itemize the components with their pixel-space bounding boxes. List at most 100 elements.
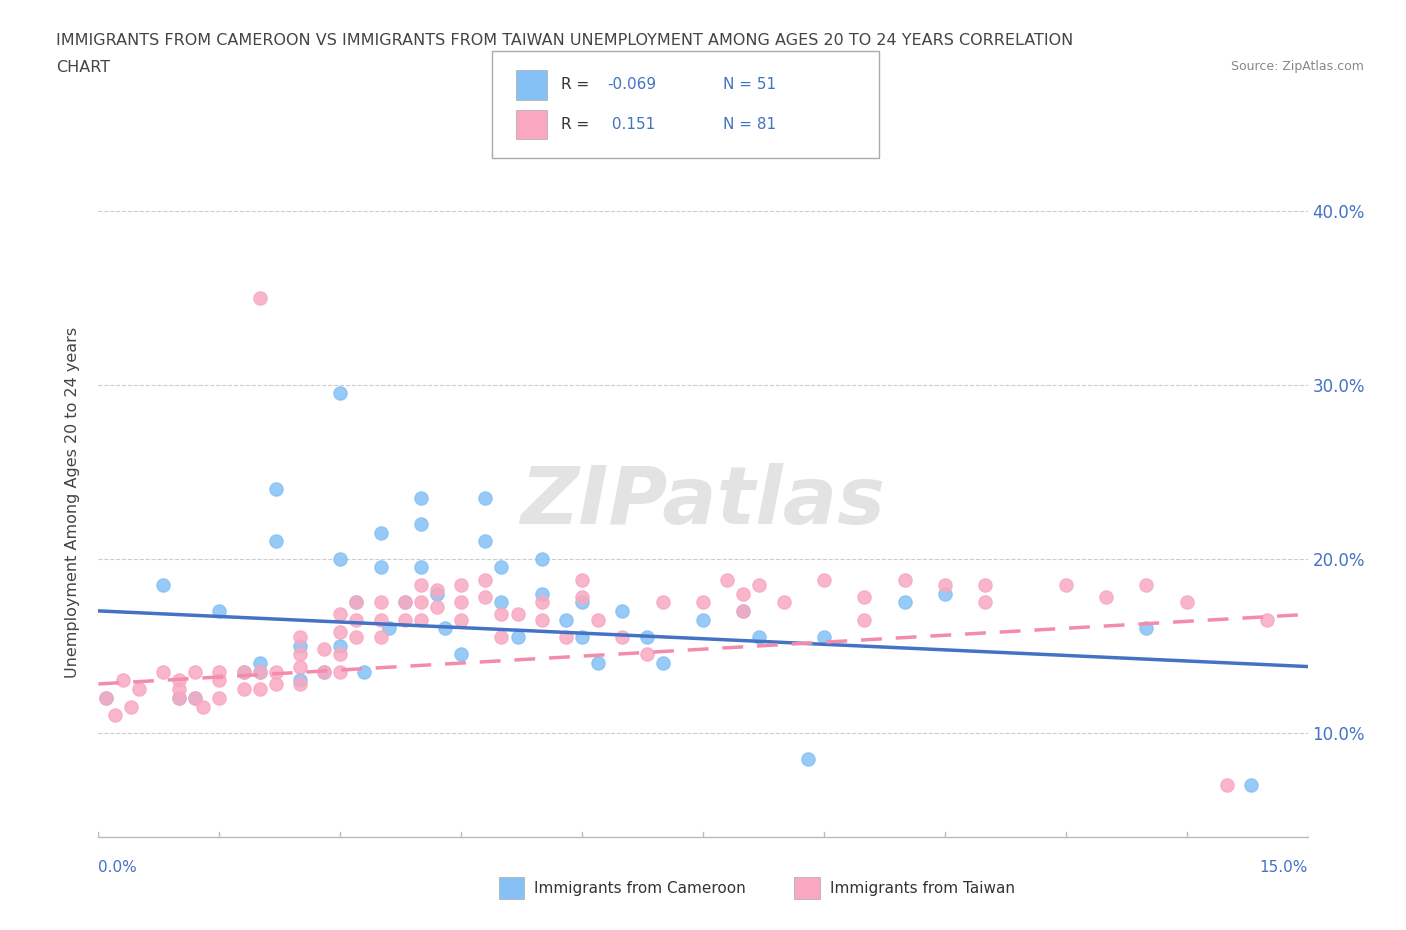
Point	[152, 578, 174, 592]
Point	[974, 578, 997, 592]
Point	[555, 612, 578, 627]
Point	[208, 673, 231, 688]
Point	[1135, 578, 1157, 592]
Point	[474, 534, 496, 549]
Point	[249, 664, 271, 679]
Point	[288, 676, 311, 691]
Point	[409, 516, 432, 531]
Point	[329, 551, 352, 566]
Point	[288, 647, 311, 662]
Point	[370, 630, 392, 644]
Point	[314, 642, 336, 657]
Point	[96, 690, 118, 705]
Point	[208, 664, 231, 679]
Point	[208, 604, 231, 618]
Point	[692, 612, 714, 627]
Point	[733, 604, 755, 618]
Point	[474, 572, 496, 587]
Point	[264, 664, 287, 679]
Point	[530, 595, 553, 610]
Point	[434, 621, 457, 636]
Text: IMMIGRANTS FROM CAMEROON VS IMMIGRANTS FROM TAIWAN UNEMPLOYMENT AMONG AGES 20 TO: IMMIGRANTS FROM CAMEROON VS IMMIGRANTS F…	[56, 33, 1074, 47]
Point	[813, 572, 835, 587]
Point	[571, 572, 593, 587]
Point	[329, 624, 352, 639]
Point	[152, 664, 174, 679]
Point	[370, 525, 392, 540]
Point	[651, 595, 673, 610]
Point	[288, 630, 311, 644]
Point	[288, 659, 311, 674]
Point	[167, 690, 190, 705]
Point	[733, 586, 755, 601]
Text: N = 81: N = 81	[723, 117, 776, 132]
Point	[934, 578, 956, 592]
Point	[314, 664, 336, 679]
Point	[797, 751, 820, 766]
Point	[1054, 578, 1077, 592]
Point	[329, 647, 352, 662]
Point	[1175, 595, 1198, 610]
Point	[329, 664, 352, 679]
Point	[474, 590, 496, 604]
Point	[370, 595, 392, 610]
Point	[450, 647, 472, 662]
Text: 0.151: 0.151	[607, 117, 655, 132]
Text: R =: R =	[561, 77, 595, 92]
Text: ZIPatlas: ZIPatlas	[520, 463, 886, 541]
Point	[344, 612, 367, 627]
Point	[1256, 612, 1278, 627]
Point	[167, 673, 190, 688]
Point	[506, 607, 529, 622]
Point	[651, 656, 673, 671]
Point	[120, 699, 142, 714]
Point	[450, 578, 472, 592]
Point	[450, 612, 472, 627]
Point	[426, 600, 449, 615]
Point	[586, 612, 609, 627]
Text: N = 51: N = 51	[723, 77, 776, 92]
Point	[232, 664, 254, 679]
Point	[184, 690, 207, 705]
Point	[208, 690, 231, 705]
Point	[329, 607, 352, 622]
Point	[813, 630, 835, 644]
Point	[314, 664, 336, 679]
Point	[893, 572, 915, 587]
Point	[853, 612, 876, 627]
Point	[167, 682, 190, 697]
Point	[716, 572, 738, 587]
Point	[612, 630, 634, 644]
Point	[184, 664, 207, 679]
Text: CHART: CHART	[56, 60, 110, 75]
Point	[426, 586, 449, 601]
Point	[491, 560, 513, 575]
Text: Source: ZipAtlas.com: Source: ZipAtlas.com	[1230, 60, 1364, 73]
Point	[370, 612, 392, 627]
Point	[377, 621, 399, 636]
Point	[974, 595, 997, 610]
Point	[264, 482, 287, 497]
Point	[571, 590, 593, 604]
Point	[264, 676, 287, 691]
Point	[1135, 621, 1157, 636]
Point	[353, 664, 375, 679]
Text: Immigrants from Taiwan: Immigrants from Taiwan	[830, 881, 1015, 896]
Point	[249, 682, 271, 697]
Point	[934, 586, 956, 601]
Point	[409, 490, 432, 505]
Point	[530, 586, 553, 601]
Point	[344, 630, 367, 644]
Text: R =: R =	[561, 117, 595, 132]
Point	[232, 664, 254, 679]
Text: 0.0%: 0.0%	[98, 860, 138, 875]
Point	[329, 386, 352, 401]
Point	[103, 708, 125, 723]
Point	[571, 595, 593, 610]
Point	[249, 290, 271, 305]
Point	[571, 630, 593, 644]
Point	[530, 612, 553, 627]
Point	[249, 664, 271, 679]
Point	[555, 630, 578, 644]
Point	[893, 595, 915, 610]
